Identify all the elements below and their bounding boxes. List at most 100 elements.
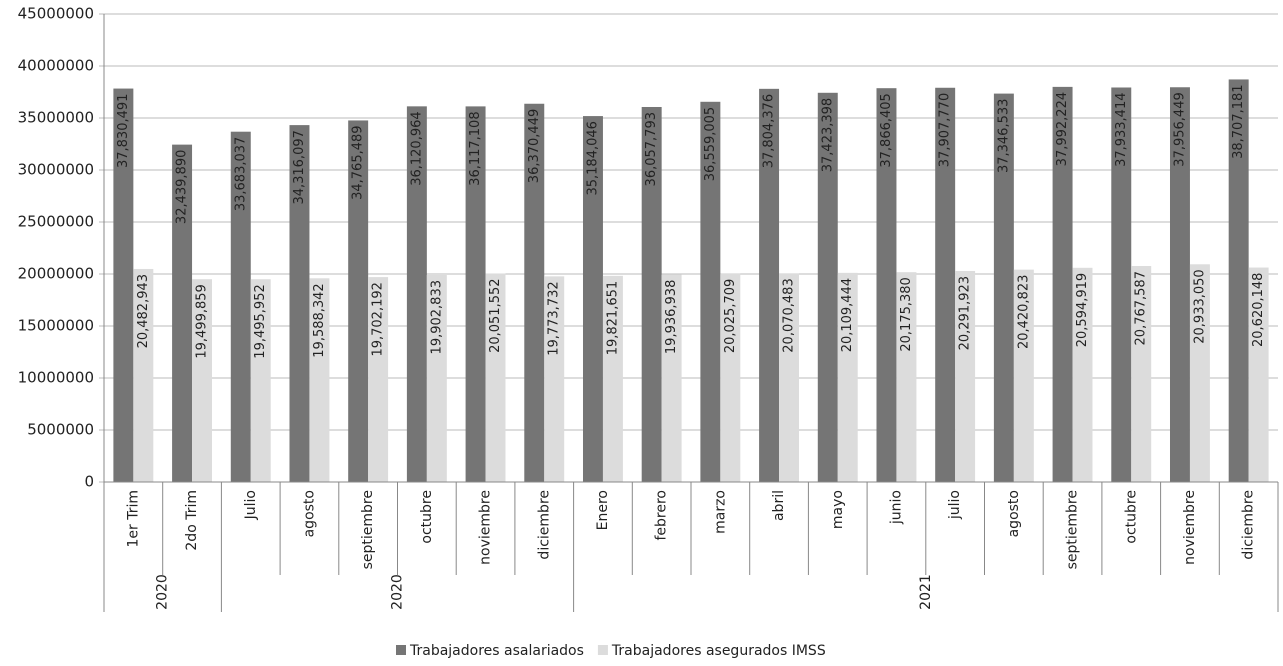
bar [289,125,310,482]
bar [1111,87,1132,482]
x-tick-label: octubre [419,490,435,544]
value-label: 20,420,823 [1016,275,1031,349]
bar [1189,264,1210,482]
bar [1131,266,1152,482]
value-label: 37,933,414 [1114,92,1129,166]
bar [406,106,427,482]
x-tick-label: mayo [830,490,846,529]
bar [348,120,369,483]
bar [426,275,447,482]
legend-label: Trabajadores asalariados [409,643,584,659]
bar [817,92,838,482]
x-tick-label: agosto [301,490,317,537]
bar [230,131,251,482]
x-tick-label: 1er Trim [125,490,141,548]
x-tick-label: septiembre [1065,490,1081,569]
x-tick-label: diciembre [536,490,552,560]
value-label: 19,588,342 [312,283,327,357]
bar [465,106,486,482]
value-label: 37,804,376 [762,94,777,168]
x-tick-label: noviembre [1182,490,1198,565]
value-label: 37,423,398 [820,98,835,172]
value-label: 33,683,037 [233,137,248,211]
bar [955,270,976,482]
value-label: 20,482,943 [136,274,151,348]
value-label: 37,830,491 [116,94,131,168]
x-tick-label: noviembre [478,490,494,565]
bar [485,273,506,482]
bar [1072,267,1093,482]
value-label: 20,594,919 [1075,273,1090,347]
value-label: 19,702,192 [371,282,386,356]
bar [250,279,271,482]
value-label: 19,821,651 [605,281,620,355]
value-label: 20,620,148 [1251,273,1266,347]
x-tick-label: Julio [243,490,259,520]
bar [1248,267,1269,482]
bar [524,103,545,483]
bar [113,88,134,482]
bar [544,276,565,482]
bar [368,277,389,482]
bar [935,87,956,483]
value-label: 37,992,224 [1055,92,1070,166]
bar [700,101,721,482]
value-label: 36,370,449 [527,109,542,183]
bar [837,272,858,482]
y-tick-label: 40000000 [18,57,94,75]
value-label: 19,495,952 [253,284,268,358]
y-tick-label: 5000000 [27,421,94,439]
y-tick-label: 15000000 [18,317,94,335]
x-tick-label: octubre [1123,490,1139,544]
bar [876,88,897,482]
x-tick-label: Enero [595,490,611,530]
x-tick-label: julio [947,490,963,520]
bar [1052,86,1073,483]
y-tick-label: 10000000 [18,369,94,387]
bar [582,116,603,482]
bar [1169,87,1190,482]
y-tick-label: 35000000 [18,109,94,127]
bar [720,273,741,482]
value-label: 19,499,859 [195,284,210,358]
value-label: 20,070,483 [782,278,797,352]
x-tick-label: septiembre [360,490,376,569]
bar [192,279,213,482]
value-label: 20,175,380 [899,277,914,351]
bar [1013,269,1034,482]
group-label: 2020 [390,574,406,610]
value-label: 19,902,833 [429,280,444,354]
bar [133,268,154,482]
value-label: 36,057,793 [644,112,659,186]
value-label: 38,707,181 [1231,84,1246,158]
y-tick-label: 30000000 [18,161,94,179]
value-label: 20,933,050 [1192,269,1207,343]
x-tick-label: junio [888,490,904,525]
value-label: 37,346,533 [996,99,1011,173]
x-tick-label: abril [771,490,787,521]
value-label: 32,439,890 [175,150,190,224]
value-label: 20,109,444 [840,278,855,352]
group-label: 2020 [155,574,171,610]
x-tick-label: marzo [712,490,728,534]
y-tick-label: 20000000 [18,265,94,283]
value-label: 34,316,097 [292,130,307,204]
value-label: 20,291,923 [958,276,973,350]
bar [172,144,193,483]
legend-swatch [396,645,406,655]
value-label: 36,120,964 [409,111,424,185]
x-tick-label: febrero [654,490,670,541]
bar [759,88,780,483]
bar [602,275,623,482]
value-label: 36,117,108 [468,111,483,185]
value-label: 20,051,552 [488,278,503,352]
legend-label: Trabajadores asegurados IMSS [611,643,826,659]
value-label: 37,956,449 [1172,92,1187,166]
bar [309,278,330,482]
value-label: 19,773,732 [547,281,562,355]
value-label: 36,559,005 [703,107,718,181]
x-tick-label: diciembre [1241,490,1257,560]
value-label: 37,907,770 [938,93,953,167]
